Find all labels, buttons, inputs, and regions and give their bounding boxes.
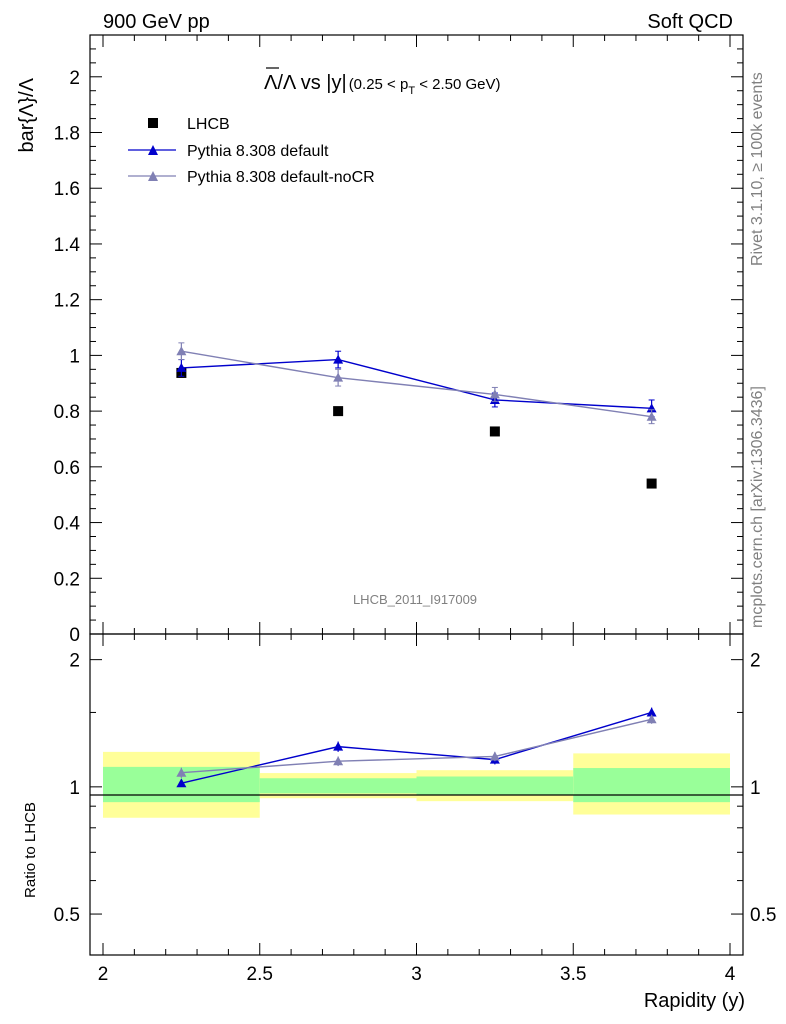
header-right: Soft QCD <box>647 11 733 33</box>
plot-title-main: Λ/Λ vs |y| <box>264 72 347 94</box>
ratio-series-line <box>181 718 652 774</box>
ratio-band-inner <box>573 768 730 803</box>
legend-lhcb-label: LHCB <box>187 116 230 133</box>
main-y-tick-label: 1.4 <box>54 235 81 256</box>
main-y-tick-label: 1 <box>69 346 80 367</box>
main-y-tick-label: 0.8 <box>54 402 80 423</box>
ratio-y-tick-label: 0.5 <box>54 905 80 926</box>
ratio-mc-point <box>333 756 344 766</box>
plot-title-cut-sub: T <box>408 85 415 97</box>
main-y-tick-label: 2 <box>69 68 80 89</box>
main-mc-point <box>176 362 187 372</box>
ratio-y-tick-label-right: 1 <box>750 778 761 799</box>
ratio-mc-point <box>646 714 657 724</box>
main-series-line <box>181 358 652 410</box>
ratio-band-inner <box>416 776 574 796</box>
ratio-band-inner <box>259 778 417 794</box>
legend-default-marker <box>148 145 158 155</box>
ratio-y-axis-label: Ratio to LHCB <box>22 802 39 898</box>
main-y-tick-labels: 0 0.2 0.4 0.6 0.8 1 1.2 1.4 1.6 1.8 2 <box>54 68 81 646</box>
main-y-tick-label: 1.8 <box>54 124 80 145</box>
main-ticks <box>90 35 743 635</box>
header-left: 900 GeV pp <box>103 11 210 33</box>
plot-title-cut-prefix: (0.25 < p <box>349 76 409 93</box>
ratio-mc-point <box>646 707 657 717</box>
ratio-mc-point <box>489 751 500 761</box>
main-data-point <box>646 478 657 489</box>
ratio-y-tick-label-right: 0.5 <box>750 905 776 926</box>
x-tick-label: 4 <box>725 964 736 985</box>
ratio-y-tick-label: 2 <box>69 651 80 672</box>
legend-nocr-marker <box>148 171 158 181</box>
main-mc-point <box>333 372 344 382</box>
main-series-line <box>181 350 652 418</box>
mcplots-label: mcplots.cern.ch [arXiv:1306.3436] <box>749 386 766 628</box>
main-mc-point <box>333 354 344 364</box>
ratio-y-tick-label-right: 2 <box>750 651 761 672</box>
main-mc-point <box>176 346 187 356</box>
plot-title: Λ/Λ vs |y| (0.25 < pT < 2.50 GeV) <box>264 72 501 97</box>
ratio-x-tick-labels: 2 2.5 3 3.5 4 <box>98 964 736 985</box>
main-y-tick-label: 0.6 <box>54 458 80 479</box>
legend: LHCB Pythia 8.308 default Pythia 8.308 d… <box>128 116 375 186</box>
analysis-watermark: LHCB_2011_I917009 <box>353 592 477 607</box>
main-y-tick-label: 1.6 <box>54 179 80 200</box>
main-data-point <box>489 426 500 437</box>
rivet-label: Rivet 3.1.10, ≥ 100k events <box>749 72 766 266</box>
ratio-y-tick-label: 1 <box>69 778 80 799</box>
legend-default-label: Pythia 8.308 default <box>187 143 329 160</box>
ratio-series-line <box>181 711 652 784</box>
x-tick-label: 3 <box>411 964 422 985</box>
ratio-mc-point <box>176 778 187 788</box>
main-mc-point <box>489 389 500 399</box>
x-axis-label: Rapidity (y) <box>644 990 745 1012</box>
plot-title-cut-suffix: < 2.50 GeV) <box>415 76 500 93</box>
ratio-mc-point <box>333 741 344 751</box>
legend-nocr-label: Pythia 8.308 default-noCR <box>187 169 375 186</box>
main-y-tick-label: 1.2 <box>54 291 80 312</box>
main-plot-panel: 0 0.2 0.4 0.6 0.8 1 1.2 1.4 1.6 1.8 2 bar{Λ}/Λ Λ/Λ… <box>16 34 744 646</box>
x-tick-label: 3.5 <box>560 964 586 985</box>
ratio-bands <box>103 751 730 818</box>
x-tick-label: 2.5 <box>247 964 273 985</box>
ratio-ticks <box>90 634 743 955</box>
main-y-tick-label: 0.4 <box>54 514 81 535</box>
ratio-y-tick-labels: 0.5 0.5 1 1 2 2 <box>54 651 777 926</box>
ratio-series <box>176 707 657 788</box>
main-y-tick-label: 0.2 <box>54 569 80 590</box>
main-mc-point <box>646 411 657 421</box>
legend-lhcb-marker <box>148 118 158 128</box>
main-y-tick-label: 0 <box>69 625 80 646</box>
main-data-point <box>333 406 344 417</box>
main-series <box>176 342 657 489</box>
x-tick-label: 2 <box>98 964 109 985</box>
ratio-mc-point <box>176 767 187 777</box>
ratio-plot-panel: 0.5 0.5 1 1 2 2 2 2.5 3 3.5 4 Ratio to LHCB Rapid… <box>22 633 777 1012</box>
main-y-axis-label: bar{Λ}/Λ <box>16 77 38 152</box>
